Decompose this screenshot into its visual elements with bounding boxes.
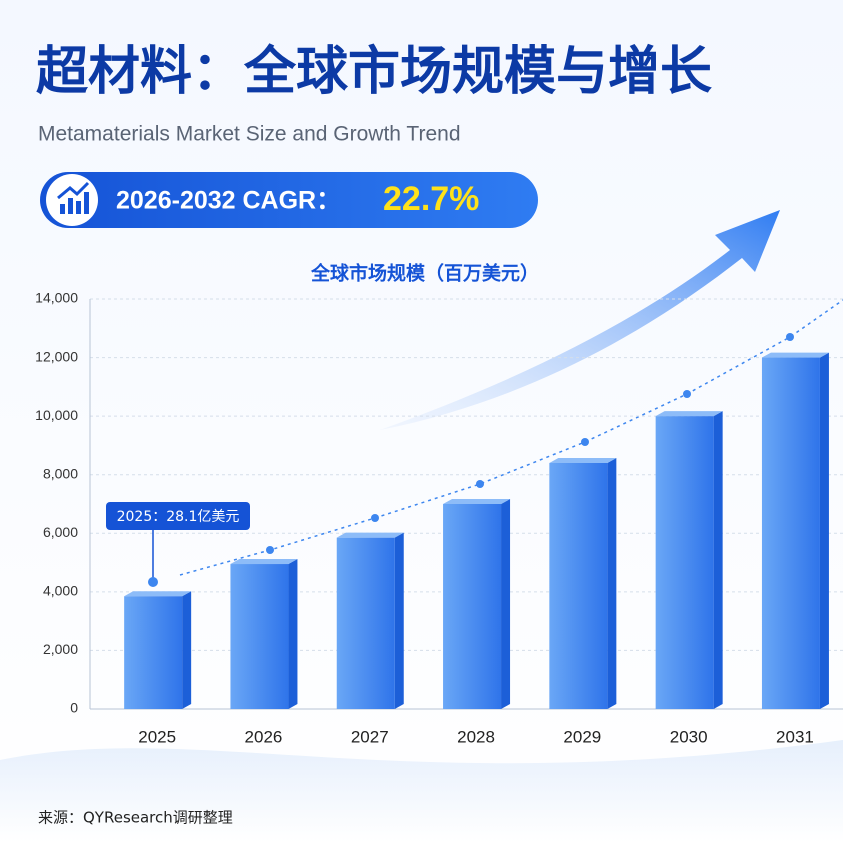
bar-top	[443, 499, 511, 504]
bar	[230, 564, 289, 709]
bar-top	[336, 532, 404, 538]
y-tick-label: 6,000	[43, 524, 78, 540]
bar-top	[124, 591, 192, 597]
axis-title: 全球市场规模（百万美元）	[310, 262, 539, 285]
bar	[761, 357, 820, 709]
bar-top	[549, 458, 617, 463]
badge-icon	[57, 181, 90, 214]
y-tick-label: 10,000	[35, 407, 78, 423]
bar	[336, 537, 395, 709]
bar	[655, 416, 714, 709]
y-tick-label: 2,000	[43, 641, 78, 657]
trend-dots	[266, 333, 794, 554]
subtitle: Metamaterials Market Size and Growth Tre…	[38, 123, 461, 146]
bar-side	[819, 352, 829, 709]
x-tick-label: 2026	[245, 727, 283, 746]
plot: 0 2,000 4,000 6,000 8,000 10,000 12,000 14,000 2…	[35, 290, 843, 746]
y-tick-label: 14,000	[35, 290, 78, 306]
chart-title: 超材料：全球市场规模与增长	[36, 42, 712, 102]
x-tick-label: 2025	[138, 727, 176, 746]
bar-side	[394, 532, 404, 709]
x-tick-label: 2029	[563, 727, 601, 746]
x-tick-label: 2030	[670, 727, 708, 746]
source: 来源：QYResearch调研整理	[38, 809, 233, 827]
x-tick-label: 2028	[457, 727, 495, 746]
y-tick-label: 4,000	[43, 583, 78, 599]
bar-side	[607, 458, 617, 709]
bar	[124, 596, 183, 709]
bar-side	[182, 591, 192, 709]
bar-side	[713, 411, 723, 709]
cagr-badge	[40, 172, 538, 228]
bar-top	[230, 559, 298, 565]
bar-top	[655, 411, 723, 417]
trend-line	[179, 299, 843, 576]
annotation: 2025：28.1亿美元	[117, 509, 240, 525]
x-tick-label: 2031	[776, 727, 814, 746]
bar	[549, 463, 608, 709]
bar-top	[761, 352, 829, 358]
cagr-label: 2026-2032 CAGR：	[116, 187, 341, 215]
y-tick-label: 8,000	[43, 465, 78, 481]
y-tick-label: 12,000	[35, 348, 78, 364]
cagr-value: 22.7%	[383, 180, 479, 218]
bar-side	[288, 559, 298, 709]
y-tick-label: 0	[70, 700, 78, 716]
x-tick-label: 2027	[351, 727, 389, 746]
wave	[0, 740, 843, 842]
bar	[443, 504, 502, 709]
bar-side	[501, 499, 511, 709]
growth-arrow	[380, 210, 780, 430]
annotation-dot	[148, 577, 158, 587]
annotation-box	[106, 502, 250, 530]
